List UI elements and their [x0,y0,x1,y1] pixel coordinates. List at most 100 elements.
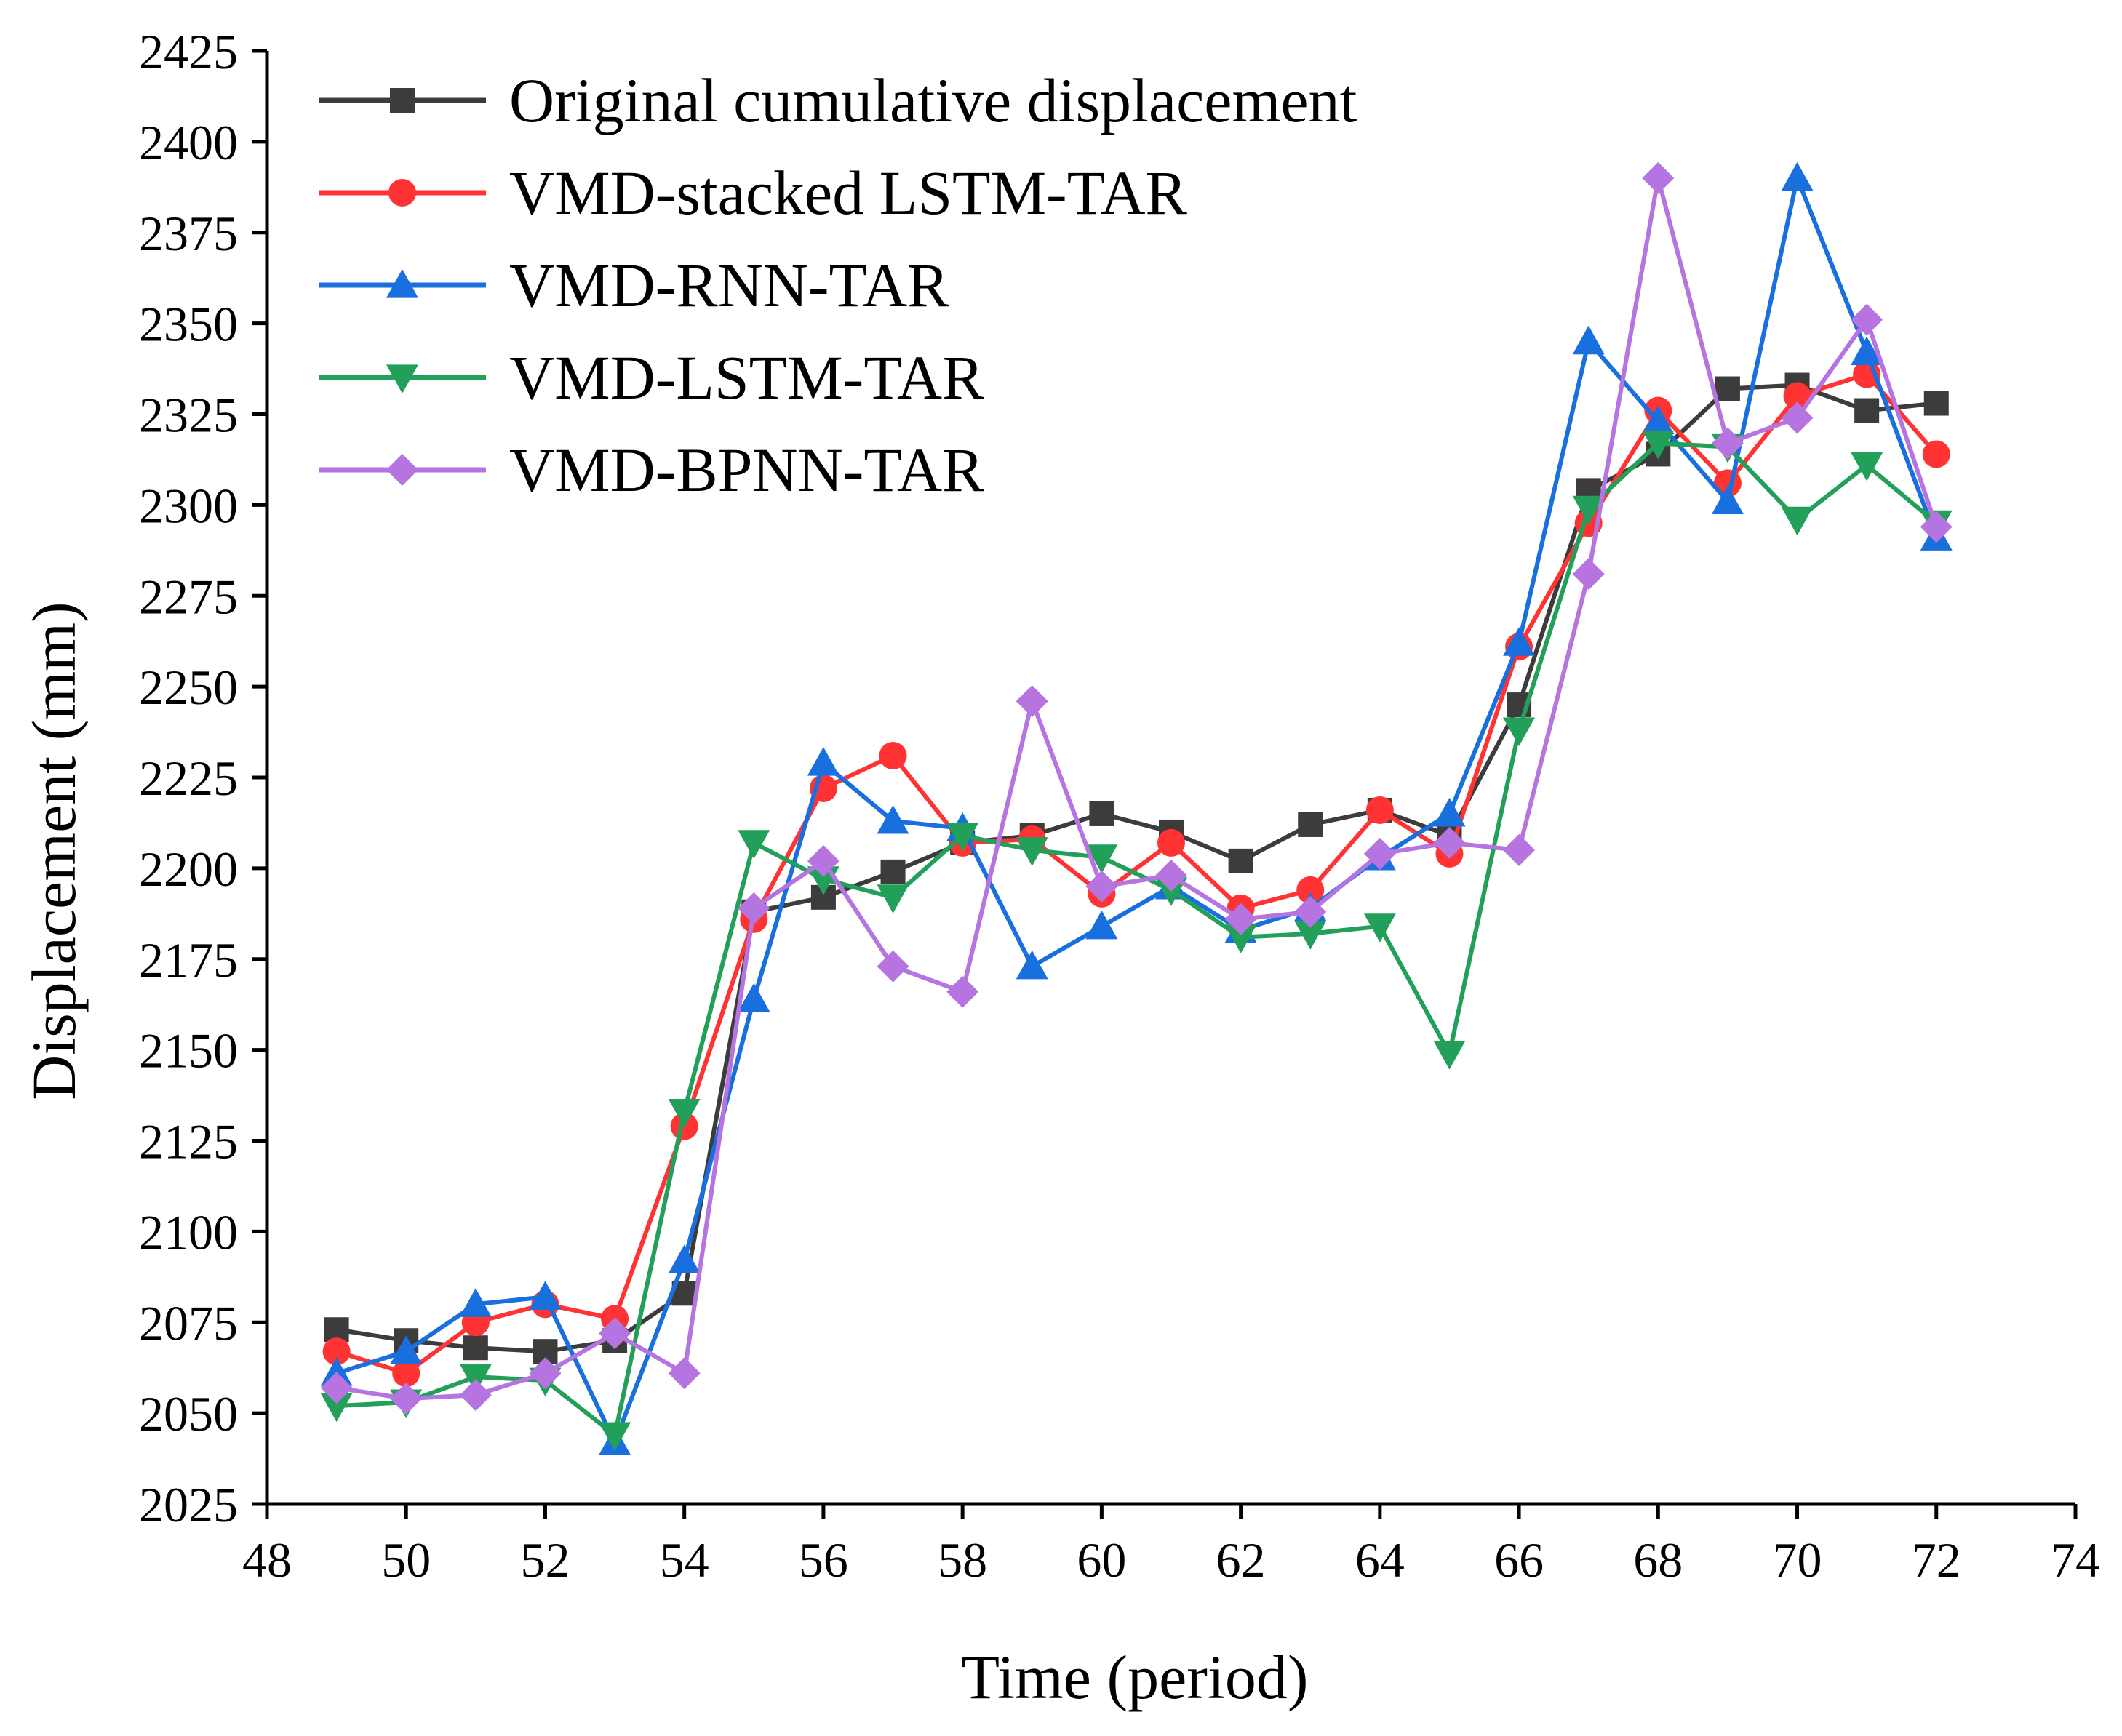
y-tick-label: 2375 [139,206,238,261]
y-tick-label: 2025 [139,1477,238,1532]
data-point [1854,398,1880,423]
legend-item: VMD-stacked LSTM-TAR [319,158,1187,228]
data-point [1851,452,1883,481]
data-point [877,884,909,913]
y-tick-label: 2150 [139,1023,238,1079]
y-tick-label: 2400 [139,115,238,170]
data-point [738,983,770,1012]
data-point [738,830,770,859]
legend-label: VMD-RNN-TAR [509,250,949,320]
legend-item: VMD-RNN-TAR [319,250,949,320]
legend-marker [386,454,418,486]
data-point [1085,910,1118,940]
y-tick-label: 2325 [139,388,238,443]
y-tick-label: 2425 [139,24,238,79]
data-point [1503,717,1536,747]
x-tick-label: 70 [1773,1532,1822,1588]
data-point [320,1357,353,1386]
y-tick-label: 2075 [139,1295,238,1351]
data-point [1642,161,1675,194]
data-point [1920,511,1953,543]
series-line [336,441,1938,1438]
x-tick-label: 48 [242,1532,292,1588]
legend-label: VMD-stacked LSTM-TAR [509,158,1187,228]
data-point [1365,796,1394,824]
data-point [1922,440,1950,468]
y-tick-label: 2100 [139,1204,238,1260]
data-point [668,1098,701,1128]
x-tick-label: 62 [1216,1532,1266,1588]
data-point [807,747,839,776]
data-point [1715,376,1740,401]
data-point [1851,303,1883,336]
data-point [1294,895,1327,928]
legend-item: VMD-BPNN-TAR [319,435,984,505]
x-tick-label: 54 [660,1532,709,1588]
data-point [322,1337,351,1366]
chart-axes: 48 50 52 54 56 58 60 62 64 66 68 70 72 74 2025 2050 2075… [139,24,2100,1588]
data-point [946,975,979,1008]
y-axis-title: Displacement (mm) [19,601,89,1100]
data-point [1157,828,1185,857]
data-point [1016,685,1048,718]
data-point [1089,801,1114,826]
data-point [807,844,839,877]
data-point [1224,903,1257,935]
x-tick-label: 56 [799,1532,848,1588]
data-point [599,1422,631,1452]
data-point [1642,430,1675,460]
data-point [1298,812,1323,837]
data-point [1503,833,1536,866]
y-tick-label: 2200 [139,841,238,897]
data-point [1155,859,1187,892]
data-point [1781,401,1814,434]
data-point [599,1317,631,1350]
data-point [390,1335,423,1364]
legend-marker [390,88,415,113]
y-tick-label: 2250 [139,660,238,715]
data-point [1503,627,1536,656]
data-point [1781,161,1814,191]
x-tick-label: 64 [1355,1532,1405,1588]
y-tick-label: 2275 [139,569,238,624]
legend-marker [386,269,418,298]
x-axis-title: Time (period) [962,1642,1309,1712]
data-point [1642,405,1675,435]
data-point [1363,913,1396,943]
data-point [1433,826,1466,859]
x-tick-label: 74 [2051,1532,2100,1588]
data-point [320,1372,353,1404]
y-tick-label: 2350 [139,297,238,352]
data-point [459,1288,492,1317]
data-point [879,742,907,770]
data-point [463,1335,488,1361]
legend-item: Original cumulative displacement [319,65,1357,135]
series-4 [320,430,1953,1452]
y-tick-label: 2125 [139,1114,238,1169]
legend: Original cumulative displacement VMD-stac… [319,65,1357,505]
data-point [1572,558,1605,591]
series-5 [320,161,1953,1415]
series-line [336,175,1939,1401]
data-point [1851,336,1883,366]
legend-label: Original cumulative displacement [509,65,1357,135]
data-point [1228,848,1253,873]
data-point [1296,876,1325,904]
data-point [1572,325,1605,355]
data-point [459,1364,492,1393]
data-point [1085,870,1118,903]
data-point [1085,844,1118,873]
legend-marker [388,179,416,207]
x-tick-label: 58 [938,1532,987,1588]
data-point [877,804,909,834]
legend-label: VMD-LSTM-TAR [509,343,984,412]
data-point [1711,427,1744,460]
data-point [459,1379,492,1412]
y-tick-label: 2225 [139,751,238,806]
y-tick-label: 2175 [139,932,238,988]
x-tick-label: 50 [381,1532,431,1588]
x-tick-label: 68 [1633,1532,1683,1588]
x-tick-label: 66 [1494,1532,1544,1588]
data-point [1923,391,1949,416]
